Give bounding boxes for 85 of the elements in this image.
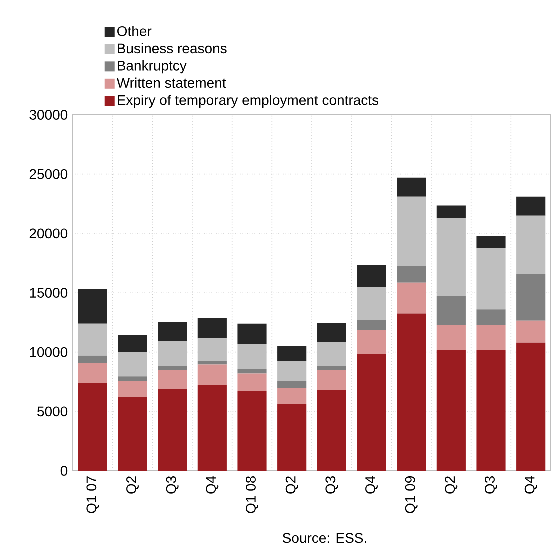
bar: [476, 310, 506, 326]
y-tick-label: 5000: [38, 406, 68, 417]
bar: [397, 282, 426, 314]
y-tick-label: 30000: [30, 110, 68, 120]
bar: [198, 318, 227, 339]
x-tick-label: Q4: [206, 476, 219, 494]
bar: [476, 325, 506, 350]
bar: [476, 248, 506, 310]
bar: [118, 381, 148, 398]
bar: [238, 391, 267, 471]
x-tick-label: Q3: [326, 476, 338, 494]
x-tick-label: Q3: [166, 476, 179, 494]
bar: [357, 287, 386, 320]
bar: [78, 324, 108, 356]
bar: [118, 335, 148, 352]
x-tick-label: Q2: [445, 476, 458, 494]
bar: [278, 388, 307, 405]
bar: [357, 354, 386, 471]
bar: [278, 361, 307, 382]
bar: [516, 342, 546, 471]
bar: [158, 322, 188, 342]
source-note: Source: ESS.: [282, 533, 366, 544]
bar: [317, 342, 346, 366]
bar: [317, 370, 346, 390]
y-tick-label: 0: [60, 466, 68, 476]
bar: [516, 274, 546, 321]
legend-label: Written statement: [116, 78, 226, 88]
bar: [198, 364, 227, 386]
bar: [278, 381, 307, 389]
bar: [238, 368, 267, 374]
y-tick-label: 10000: [30, 347, 68, 358]
x-tick-label: Q1 09: [405, 476, 418, 514]
bar: [278, 404, 307, 471]
x-tick-label: Q2: [286, 476, 298, 494]
bar: [476, 236, 506, 248]
bar: [317, 323, 346, 342]
bar: [78, 289, 108, 324]
bar: [436, 325, 466, 350]
bar: [436, 350, 466, 471]
y-tick-label: 25000: [30, 169, 68, 180]
bar: [118, 352, 148, 377]
bar: [238, 374, 267, 392]
legend-label: Business reasons: [118, 43, 227, 54]
bar: [357, 265, 386, 288]
bar: [118, 376, 148, 382]
bar: [158, 370, 188, 390]
y-tick-label: 20000: [30, 228, 68, 239]
bar: [476, 350, 506, 471]
bar: [516, 196, 546, 216]
x-tick-label: Q3: [485, 476, 498, 494]
y-tick-label: 15000: [30, 288, 68, 298]
legend-label: Other: [118, 26, 152, 36]
bar: [238, 344, 267, 369]
bar: [198, 361, 227, 365]
bar: [357, 330, 386, 354]
bar: [436, 218, 466, 297]
x-tick-label: Q1 08: [246, 476, 258, 514]
bar: [78, 356, 108, 364]
legend-label: Expiry of temporary employment contracts: [118, 95, 379, 108]
bar: [397, 314, 426, 471]
x-tick-label: Q2: [126, 476, 139, 494]
bar: [317, 366, 346, 370]
bar: [238, 324, 267, 344]
bar: [78, 363, 108, 384]
bar: [516, 320, 546, 343]
x-tick-label: Q4: [524, 476, 538, 494]
bar: [436, 296, 466, 326]
x-tick-label: Q4: [366, 476, 378, 494]
bar: [397, 178, 426, 197]
bar: [436, 206, 466, 218]
bar: [158, 366, 188, 370]
bar: [397, 266, 426, 283]
bar: [278, 346, 307, 362]
bar: [397, 196, 426, 266]
bar: [158, 389, 188, 471]
bar: [198, 338, 227, 362]
bar: [118, 397, 148, 471]
bar: [158, 341, 188, 366]
legend-label: Bankruptcy: [118, 60, 187, 74]
bar: [78, 383, 108, 471]
bar: [198, 386, 227, 471]
bar: [317, 390, 346, 471]
bar: [357, 320, 386, 330]
bar: [516, 216, 546, 274]
x-tick-label: Q1 07: [86, 476, 100, 514]
